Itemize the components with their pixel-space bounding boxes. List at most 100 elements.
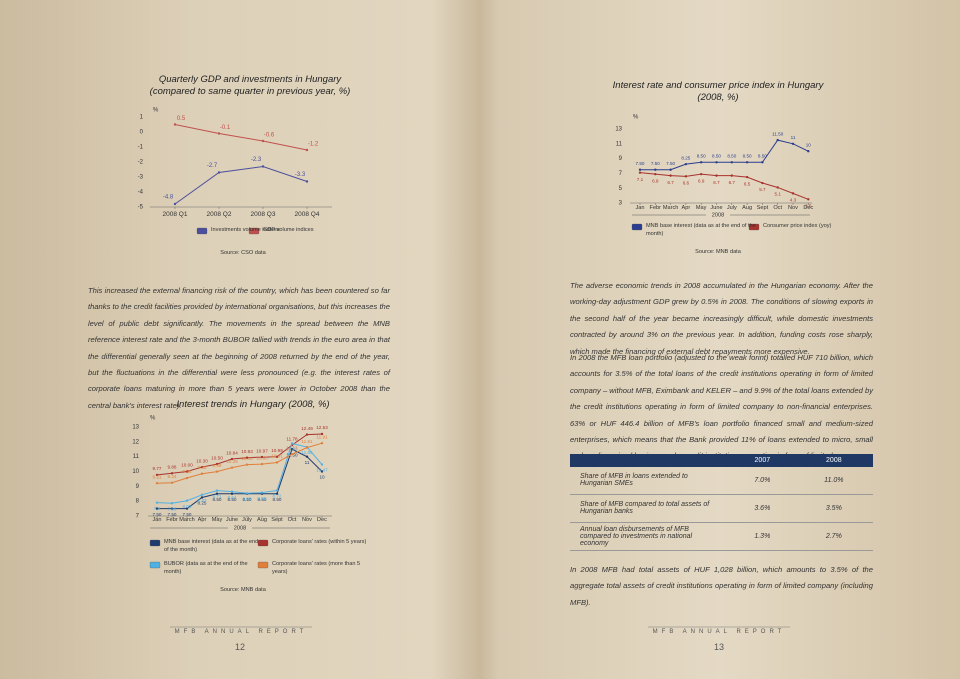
data-point (155, 482, 159, 485)
data-point (173, 123, 177, 126)
data-point (638, 171, 642, 174)
data-point (320, 441, 324, 445)
series-line (174, 124, 308, 151)
y-tick-label: 11 (616, 141, 623, 147)
x-tick-label: July (242, 517, 252, 523)
data-point (290, 448, 294, 451)
x-tick-label: March (662, 205, 679, 211)
chart-subtitle: (2008, %) (697, 92, 739, 103)
cell: 1.3% (754, 532, 771, 540)
data-label: 8.50 (273, 497, 282, 502)
data-point (200, 493, 204, 496)
row-label: Share of MFB compared to total assets of… (580, 501, 710, 515)
data-label: 8.64 (228, 495, 237, 500)
data-point (200, 465, 204, 469)
column-header: 2007 (754, 457, 771, 464)
legend-label: BUBOR (data as at the end of the month) (164, 561, 248, 575)
table-row: Share of MFB compared to total assets of… (570, 494, 873, 522)
data-label: 11 (305, 460, 310, 465)
x-tick-label: Sept (271, 517, 283, 523)
x-tick-label: Jan (635, 205, 645, 211)
chart-source: Source: CSO data (220, 250, 266, 256)
data-point (217, 132, 221, 135)
data-label: 8.50 (712, 154, 721, 159)
y-tick-label: -1 (138, 145, 144, 151)
page-number: 13 (713, 642, 724, 652)
data-label: 4.3 (790, 198, 797, 203)
y-tick-label: 5 (619, 186, 623, 192)
data-label: -0.1 (220, 125, 231, 131)
chart-title: Interest rate and consumer price index i… (612, 80, 824, 91)
data-label: 3.5 (805, 204, 812, 209)
paragraph: In 2008 the MFB loan portfolio (adjusted… (570, 353, 873, 461)
data-label: 8.50 (243, 497, 252, 502)
data-point (761, 181, 764, 185)
x-tick-label: Dec (317, 517, 327, 523)
x-tick-label: March (179, 517, 195, 523)
data-label: 8.25 (681, 155, 690, 160)
data-point (215, 470, 219, 473)
y-tick-label: -2 (138, 160, 144, 166)
legend-swatch (257, 539, 269, 547)
data-point (230, 492, 234, 495)
data-point (261, 165, 265, 168)
x-tick-label: Dec (803, 205, 814, 211)
x-tick-label: June (710, 205, 723, 211)
x-tick-label: Nov (302, 517, 312, 523)
paragraph: The adverse economic trends in 2008 accu… (570, 281, 873, 356)
data-label: -1.2 (308, 142, 319, 148)
series-line (157, 448, 323, 510)
data-point (155, 473, 159, 477)
x-tick-label: Febr (649, 205, 662, 211)
data-label: 11.65 (301, 450, 313, 455)
y-tick-label: 13 (132, 425, 139, 431)
data-label: 10.93 (241, 449, 253, 454)
legend-label: Consumer price index (yoy) (763, 223, 832, 229)
data-point (185, 476, 189, 480)
data-point (305, 148, 309, 152)
data-label: -2.7 (207, 163, 218, 169)
data-point (155, 507, 159, 510)
data-label: 10.47 (316, 468, 328, 473)
data-point (275, 492, 279, 495)
data-label: 10.84 (226, 450, 238, 455)
x-tick-label: Oct (287, 517, 297, 523)
data-label: -4.8 (163, 195, 174, 201)
x-tick-label: July (726, 205, 737, 211)
data-label: 8.50 (258, 497, 267, 502)
footer: MFB ANNUAL REPORT (174, 629, 308, 635)
data-label: 6.9 (698, 178, 705, 183)
legend-swatch (149, 561, 161, 569)
data-point (170, 481, 174, 484)
y-tick-label: 12 (132, 439, 139, 445)
table-header: 2007 2008 (570, 454, 873, 467)
data-point (200, 472, 204, 475)
data-label: 8.50 (213, 497, 222, 502)
data-point (217, 171, 221, 174)
data-point (230, 490, 234, 493)
data-label: 10.50 (256, 455, 268, 460)
data-point (230, 466, 234, 469)
data-point (700, 161, 703, 164)
data-label: 8.50 (758, 154, 767, 159)
x-tick-label: 2008 Q1 (162, 211, 188, 218)
legend-swatch (149, 539, 161, 547)
x-tick-label: Jan (152, 517, 162, 523)
data-point (730, 174, 733, 177)
row-label: Annual loan disbursements of MFB compare… (580, 525, 693, 547)
data-label: 11.91 (316, 434, 328, 439)
legend-label: MNB base interest (data as at the end of… (646, 223, 756, 237)
data-point (305, 180, 309, 183)
data-point (245, 492, 249, 495)
x-tick-label: Nov (788, 205, 798, 211)
x-tick-label: 2008 Q3 (250, 211, 276, 218)
data-point (700, 172, 703, 176)
data-point (260, 455, 264, 459)
data-label: 8.25 (198, 501, 207, 506)
data-label: 8.43 (198, 498, 207, 503)
data-point (669, 174, 672, 177)
data-point (684, 162, 688, 166)
data-point (215, 492, 219, 495)
data-label: 7.50 (168, 512, 177, 517)
